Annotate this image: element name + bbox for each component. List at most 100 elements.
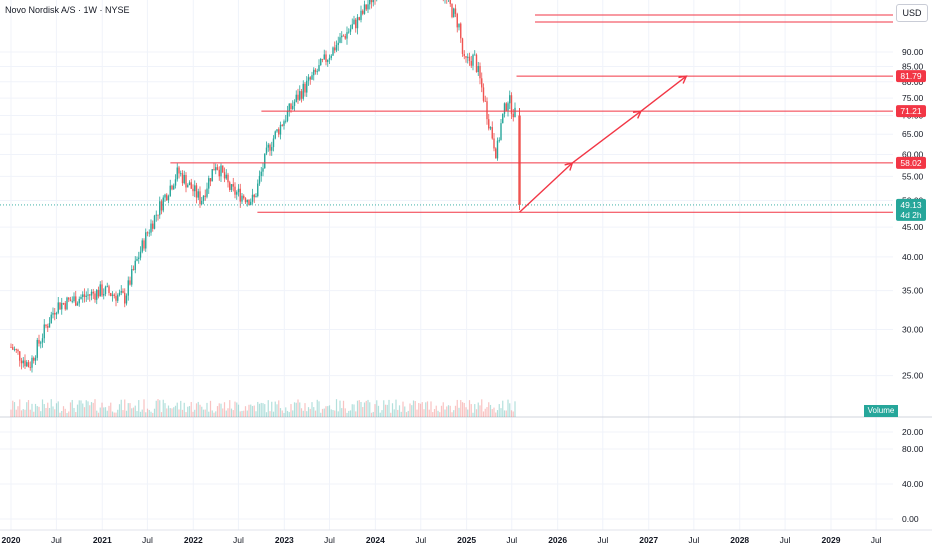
time-tick-label: 2024 [366, 535, 385, 545]
volume-bar [458, 407, 460, 417]
volume-bar [407, 410, 409, 417]
volume-bar [397, 409, 399, 417]
price-candle [346, 32, 348, 39]
volume-bar [26, 402, 28, 417]
price-candle [496, 140, 499, 159]
price-candle [510, 95, 513, 114]
volume-bar [27, 400, 30, 417]
price-candle [463, 53, 465, 57]
price-levels[interactable] [170, 14, 893, 213]
volume-bar [500, 408, 502, 417]
volume-bar [505, 410, 507, 417]
price-candle [50, 314, 52, 324]
price-candle [306, 80, 308, 93]
volume-bar [139, 411, 142, 417]
volume-bar [369, 402, 371, 417]
price-candle [323, 54, 325, 60]
volume-bar [185, 412, 187, 417]
price-candle [498, 139, 500, 141]
price-candle [209, 178, 212, 182]
volume-bar [29, 409, 31, 417]
volume-bar [447, 405, 450, 417]
last-price-tag-text: 4d 2h [900, 210, 922, 220]
volume-bar [54, 409, 56, 417]
volume-bar [132, 407, 135, 417]
volume-bar [145, 412, 147, 417]
volume-bar [465, 407, 467, 417]
volume-bar [353, 404, 355, 417]
price-tick-label: 45.00 [902, 222, 924, 232]
volume-bar [470, 404, 472, 417]
volume-bar [474, 404, 476, 417]
volume-bar [341, 408, 343, 417]
price-candle [97, 289, 100, 297]
price-candle [362, 10, 364, 14]
price-candle [118, 292, 121, 296]
volume-bar [300, 408, 303, 417]
volume-bar [225, 410, 227, 417]
volume-bar [446, 406, 448, 417]
volume-bar [197, 401, 199, 417]
price-candle [372, 0, 374, 3]
price-candle [138, 257, 140, 259]
price-candle [300, 91, 303, 99]
volume-bar [48, 407, 51, 417]
price-candle [69, 299, 72, 302]
volume-bar [281, 410, 283, 417]
volume-bar [183, 402, 185, 417]
volume-bar [215, 411, 217, 417]
volume-bar [69, 402, 72, 417]
level-tag-text: 71.21 [900, 106, 922, 116]
volume-bar [157, 399, 159, 417]
price-candle [136, 258, 138, 261]
volume-bar [432, 412, 434, 417]
price-candle [365, 4, 367, 10]
price-candle [13, 349, 16, 350]
price-candle [489, 127, 492, 129]
price-candle [286, 111, 289, 121]
volume-bar [376, 400, 378, 417]
last-price-tag-box [896, 198, 926, 221]
price-candle [237, 188, 240, 193]
volume-bar [211, 410, 213, 417]
volume-bar [96, 410, 98, 417]
price-candle [265, 147, 268, 154]
volume-bar [244, 406, 247, 417]
price-candle [152, 223, 154, 229]
price-candle [125, 295, 128, 304]
volume-bar [325, 406, 327, 417]
volume-bar [250, 404, 252, 417]
time-axis[interactable]: 2020 Jul 2021 Jul 2022 Jul 2023 Jul 2024 Jul 2025 J… [0, 529, 932, 545]
volume-bar [97, 412, 100, 417]
price-candle [325, 54, 327, 62]
price-candle [482, 87, 485, 101]
price-tick-label: 55.00 [902, 171, 924, 181]
price-candle [29, 366, 31, 368]
projection-path[interactable] [519, 75, 688, 213]
price-candle [104, 286, 107, 295]
price-candle [255, 196, 257, 198]
price-candle [190, 182, 192, 189]
volume-bar [171, 408, 173, 417]
price-candle [244, 198, 247, 203]
price-candle [148, 232, 150, 234]
volume-bar [311, 402, 313, 417]
price-candle [150, 223, 152, 233]
price-tick-label: 90.00 [902, 47, 924, 57]
price-candle [40, 342, 42, 344]
volume-bar [411, 405, 413, 417]
price-candle [514, 107, 516, 118]
time-tick-label: 2026 [548, 535, 567, 545]
price-candle [108, 286, 110, 294]
volume-bar [503, 410, 506, 417]
volume-bar [218, 403, 220, 417]
price-candle [174, 179, 177, 186]
volume-bar [405, 412, 408, 417]
currency-button[interactable]: USD [896, 4, 928, 22]
volume-bar [239, 411, 241, 417]
price-candle [117, 295, 119, 301]
price-candle [78, 298, 80, 304]
volume-bar [57, 401, 59, 417]
volume-bar [108, 405, 110, 417]
